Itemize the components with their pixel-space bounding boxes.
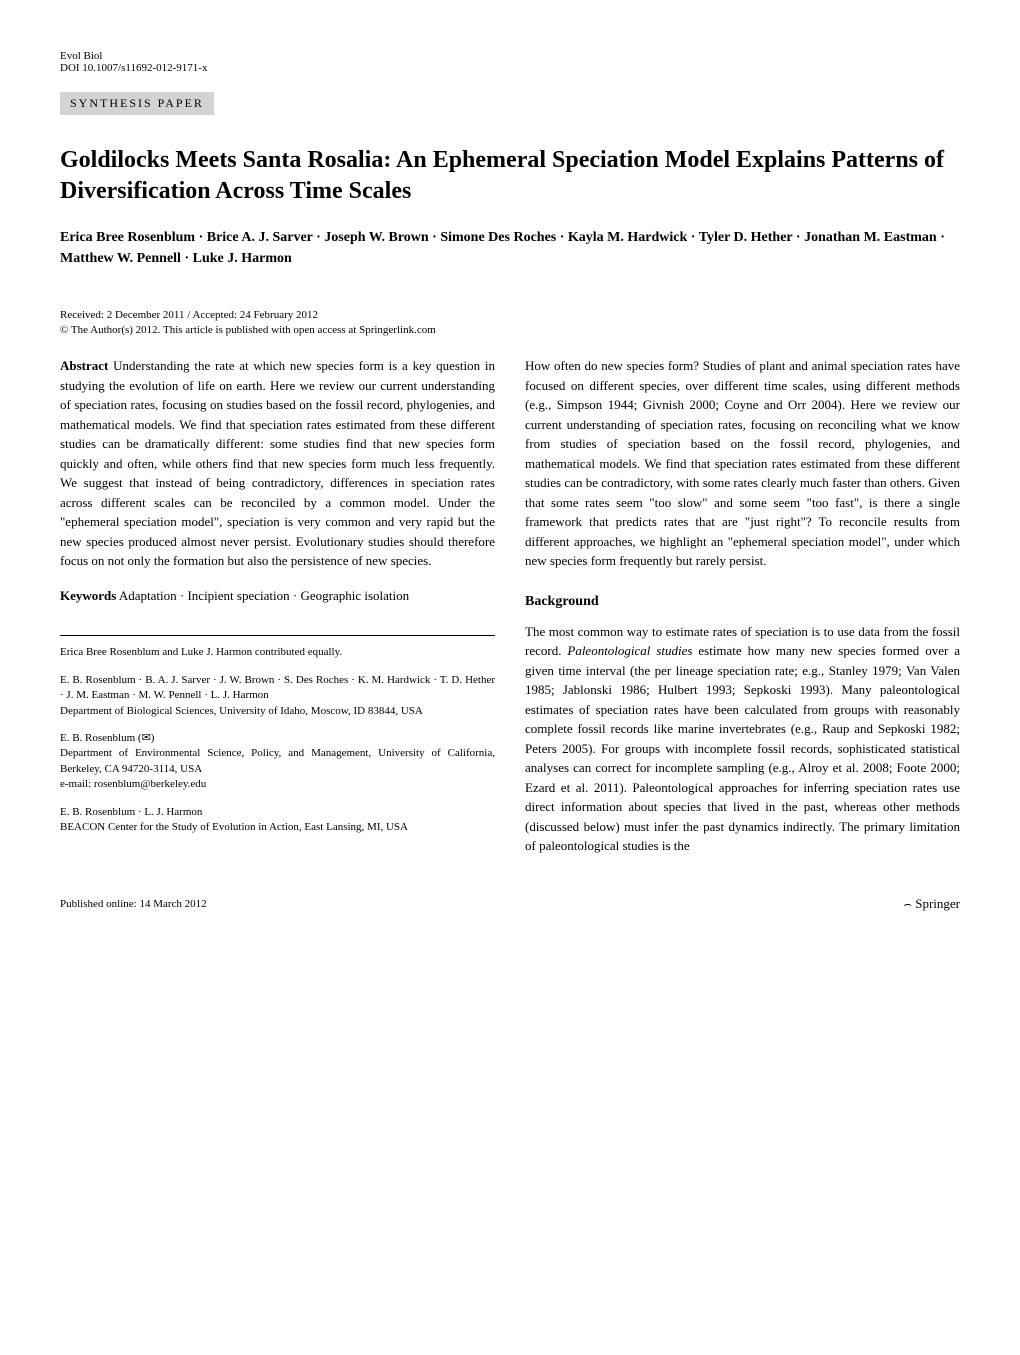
section-label: SYNTHESIS PAPER [60, 92, 214, 115]
affiliation-3-names: E. B. Rosenblum · L. J. Harmon [60, 805, 495, 820]
journal-name: Evol Biol [60, 50, 207, 62]
keywords-paragraph: Keywords Adaptation · Incipient speciati… [60, 586, 495, 606]
abstract-label: Abstract [60, 358, 108, 373]
affiliation-2-email: e-mail: rosenblum@berkeley.edu [60, 777, 495, 792]
copyright-notice: © The Author(s) 2012. This article is pu… [60, 324, 960, 336]
affiliation-3: E. B. Rosenblum · L. J. Harmon BEACON Ce… [60, 805, 495, 836]
affiliation-1-names: E. B. Rosenblum · B. A. J. Sarver · J. W… [60, 673, 495, 704]
right-column: How often do new species form? Studies o… [525, 356, 960, 866]
contribution-note: Erica Bree Rosenblum and Luke J. Harmon … [60, 635, 495, 661]
affiliation-3-dept: BEACON Center for the Study of Evolution… [60, 820, 495, 835]
affiliation-2-names: E. B. Rosenblum (✉) [60, 731, 495, 746]
authors-list: Erica Bree Rosenblum · Brice A. J. Sarve… [60, 227, 960, 269]
published-date: Published online: 14 March 2012 [60, 898, 207, 910]
background-paragraph: The most common way to estimate rates of… [525, 622, 960, 856]
intro-paragraph: How often do new species form? Studies o… [525, 356, 960, 571]
keywords-text: Adaptation · Incipient speciation · Geog… [116, 588, 409, 603]
affiliation-1: E. B. Rosenblum · B. A. J. Sarver · J. W… [60, 673, 495, 719]
affiliation-1-dept: Department of Biological Sciences, Unive… [60, 704, 495, 719]
background-heading: Background [525, 591, 960, 612]
received-date: Received: 2 December 2011 / Accepted: 24… [60, 309, 960, 321]
left-column: Abstract Understanding the rate at which… [60, 356, 495, 866]
keywords-label: Keywords [60, 588, 116, 603]
doi: DOI 10.1007/s11692-012-9171-x [60, 62, 207, 74]
two-column-layout: Abstract Understanding the rate at which… [60, 356, 960, 866]
article-title: Goldilocks Meets Santa Rosalia: An Ephem… [60, 145, 960, 207]
affiliation-2: E. B. Rosenblum (✉) Department of Enviro… [60, 731, 495, 793]
journal-header: Evol Biol DOI 10.1007/s11692-012-9171-x [60, 50, 960, 74]
abstract-text: Understanding the rate at which new spec… [60, 358, 495, 568]
affiliation-2-dept: Department of Environmental Science, Pol… [60, 746, 495, 777]
abstract-paragraph: Abstract Understanding the rate at which… [60, 356, 495, 571]
page-footer: Published online: 14 March 2012 ⌢ Spring… [60, 896, 960, 912]
springer-logo: ⌢ Springer [903, 896, 960, 912]
